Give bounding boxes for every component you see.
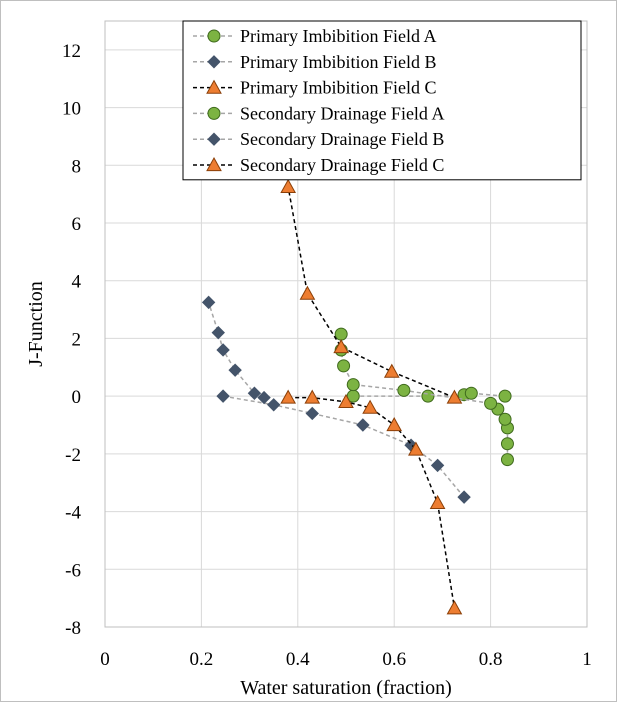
- data-point: [446, 389, 463, 404]
- data-point: [304, 389, 321, 404]
- legend-item: Secondary Drainage Field A: [193, 103, 444, 123]
- x-axis-title: Water saturation (fraction): [240, 677, 452, 699]
- data-point: [201, 295, 216, 310]
- y-tick-label: -4: [65, 503, 81, 524]
- x-tick-label: 1: [582, 649, 592, 670]
- series-5: [201, 295, 271, 405]
- y-tick-label: 2: [72, 329, 82, 350]
- data-point: [338, 393, 354, 409]
- legend-item: Primary Imbibition Field A: [193, 26, 437, 46]
- series-1: [346, 386, 512, 403]
- y-tick-label: -2: [65, 445, 81, 466]
- data-point: [498, 389, 512, 403]
- x-axis-ticks: 0 0.2 0.4 0.6 0.8 1: [100, 649, 592, 670]
- legend-marker: [207, 106, 221, 120]
- legend-item: Secondary Drainage Field B: [193, 129, 444, 149]
- data-point: [498, 412, 512, 426]
- data-point: [429, 494, 446, 510]
- data-point: [228, 363, 242, 377]
- x-tick-label: 0.6: [382, 649, 406, 670]
- legend-label: Primary Imbibition Field B: [240, 52, 437, 72]
- data-point: [386, 416, 403, 432]
- data-point: [211, 325, 225, 340]
- x-tick-label: 0.2: [190, 649, 214, 670]
- legend-label: Primary Imbibition Field C: [240, 78, 437, 98]
- data-point: [280, 389, 297, 404]
- legend-item: Primary Imbibition Field B: [193, 52, 437, 72]
- series-layer: [201, 178, 514, 615]
- y-tick-label: 6: [72, 214, 82, 235]
- data-point: [500, 453, 514, 467]
- series-line: [288, 396, 456, 609]
- legend-marker: [207, 29, 221, 43]
- legend-marker: [206, 79, 222, 94]
- data-point: [500, 437, 514, 451]
- data-point: [299, 285, 316, 300]
- series-line: [222, 395, 465, 498]
- legend-marker: [207, 132, 221, 146]
- data-point: [383, 363, 400, 378]
- x-tick-label: 0: [100, 649, 110, 670]
- data-point: [457, 490, 471, 504]
- y-tick-label: -8: [65, 618, 81, 639]
- legend: Primary Imbibition Field A Primary Imbibi…: [182, 20, 582, 181]
- legend-marker: [207, 55, 221, 69]
- y-tick-label: 4: [72, 272, 82, 293]
- y-tick-label: 12: [62, 41, 81, 62]
- data-point: [266, 398, 281, 412]
- legend-label: Secondary Drainage Field C: [240, 155, 444, 175]
- data-point: [305, 406, 319, 421]
- data-point: [333, 339, 350, 354]
- data-point: [337, 359, 351, 373]
- data-point: [216, 389, 230, 403]
- data-point: [484, 396, 498, 410]
- legend-label: Secondary Drainage Field B: [240, 129, 444, 149]
- data-point: [334, 327, 348, 341]
- data-point: [247, 386, 262, 400]
- data-point: [356, 418, 370, 432]
- y-axis-title: J-Function: [25, 281, 47, 367]
- data-point: [446, 600, 463, 615]
- y-tick-label: 8: [72, 156, 82, 177]
- legend-box: [182, 20, 582, 181]
- legend-item: Primary Imbibition Field C: [193, 78, 437, 98]
- data-point: [464, 386, 478, 400]
- data-point: [257, 390, 271, 405]
- series-3: [280, 389, 463, 615]
- data-point: [362, 399, 378, 414]
- y-tick-label: 0: [72, 387, 82, 408]
- legend-marker: [206, 156, 222, 172]
- data-point: [397, 383, 411, 397]
- legend-item: Secondary Drainage Field C: [193, 155, 444, 175]
- y-tick-label: -6: [65, 560, 81, 581]
- series-line: [287, 186, 455, 399]
- series-6: [280, 178, 463, 404]
- data-point: [408, 441, 424, 456]
- y-axis-ticks: 12 10 8 6 4 2 0 -2 -4 -6 -8: [62, 41, 82, 639]
- data-point: [421, 389, 435, 403]
- legend-label: Primary Imbibition Field A: [240, 26, 437, 46]
- y-tick-label: 10: [62, 99, 81, 120]
- data-point: [346, 378, 360, 392]
- data-point: [280, 178, 297, 194]
- legend-label: Secondary Drainage Field A: [240, 103, 444, 123]
- x-tick-label: 0.4: [286, 649, 310, 670]
- x-tick-label: 0.8: [479, 649, 503, 670]
- data-point: [216, 343, 230, 357]
- data-point: [430, 458, 445, 473]
